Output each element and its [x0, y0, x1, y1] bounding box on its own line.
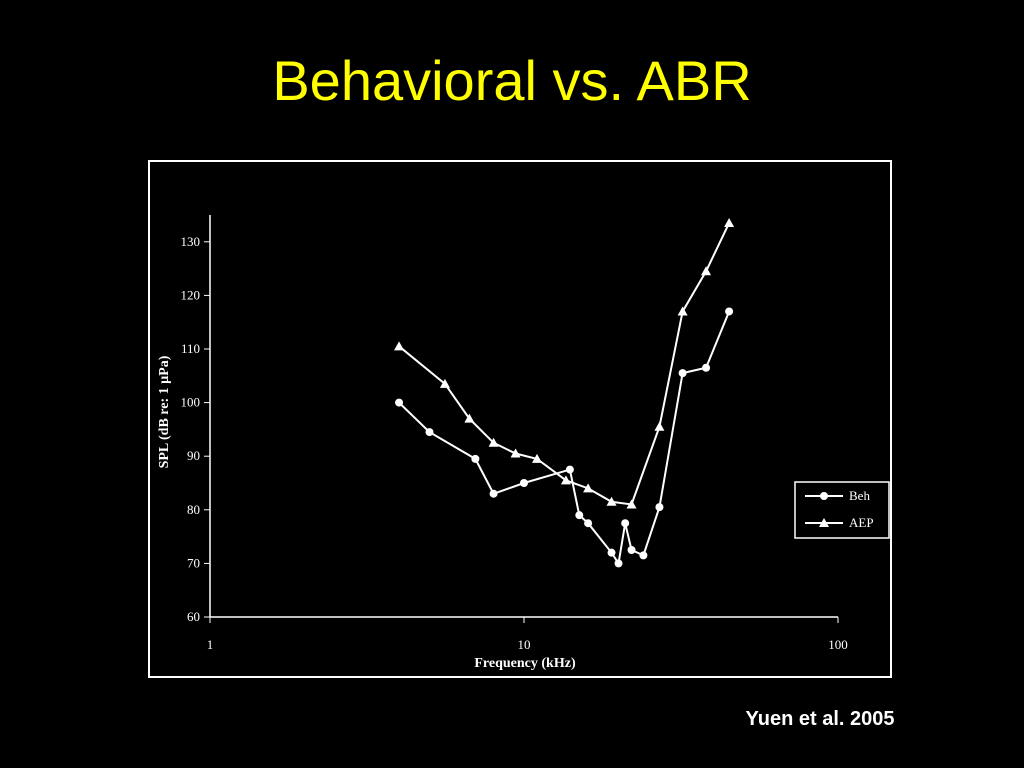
marker: [614, 559, 623, 568]
marker: [639, 551, 648, 560]
y-tick-label: 120: [181, 287, 201, 302]
x-tick-label: 10: [518, 637, 531, 652]
y-tick-label: 110: [181, 341, 200, 356]
marker: [621, 519, 630, 528]
source: Yuen et al. 2005: [746, 708, 895, 730]
marker: [439, 378, 450, 388]
marker: [531, 453, 542, 463]
marker: [575, 511, 584, 520]
marker: [677, 306, 688, 316]
legend-label: AEP: [849, 515, 874, 530]
legend-label: Beh: [849, 488, 870, 503]
y-tick-label: 70: [187, 555, 200, 570]
marker: [654, 421, 665, 431]
marker: [394, 341, 405, 351]
chart-title: Behavioral vs. ABR: [272, 49, 751, 112]
marker: [819, 518, 829, 527]
marker: [464, 413, 475, 423]
x-tick-label: 100: [828, 637, 848, 652]
marker: [489, 489, 498, 498]
marker: [584, 519, 593, 528]
x-tick-label: 1: [207, 637, 214, 652]
marker: [471, 454, 480, 463]
marker: [678, 369, 687, 378]
marker: [520, 479, 528, 487]
marker: [565, 465, 574, 474]
marker: [701, 266, 712, 276]
marker: [510, 448, 521, 458]
y-axis-label: SPL (dB re: 1 µPa): [157, 355, 172, 468]
marker: [395, 398, 404, 407]
series-line: [398, 222, 731, 506]
marker: [488, 437, 499, 447]
marker: [606, 496, 617, 506]
marker: [627, 546, 636, 554]
marker: [820, 492, 828, 500]
y-tick-label: 60: [187, 609, 200, 624]
legend-box: [794, 481, 890, 539]
y-tick-label: 90: [187, 448, 200, 463]
y-tick-label: 130: [181, 234, 201, 249]
marker: [583, 483, 594, 493]
y-tick-label: 80: [187, 502, 200, 517]
marker: [724, 218, 735, 228]
marker: [560, 475, 571, 485]
marker: [607, 548, 616, 557]
x-axis-label: Frequency (kHz): [474, 656, 576, 671]
marker: [655, 503, 664, 512]
y-tick-label: 100: [181, 395, 201, 410]
marker: [626, 499, 637, 509]
chart-frame: [148, 160, 892, 678]
marker: [425, 428, 434, 437]
marker: [725, 307, 734, 316]
marker: [702, 363, 711, 372]
